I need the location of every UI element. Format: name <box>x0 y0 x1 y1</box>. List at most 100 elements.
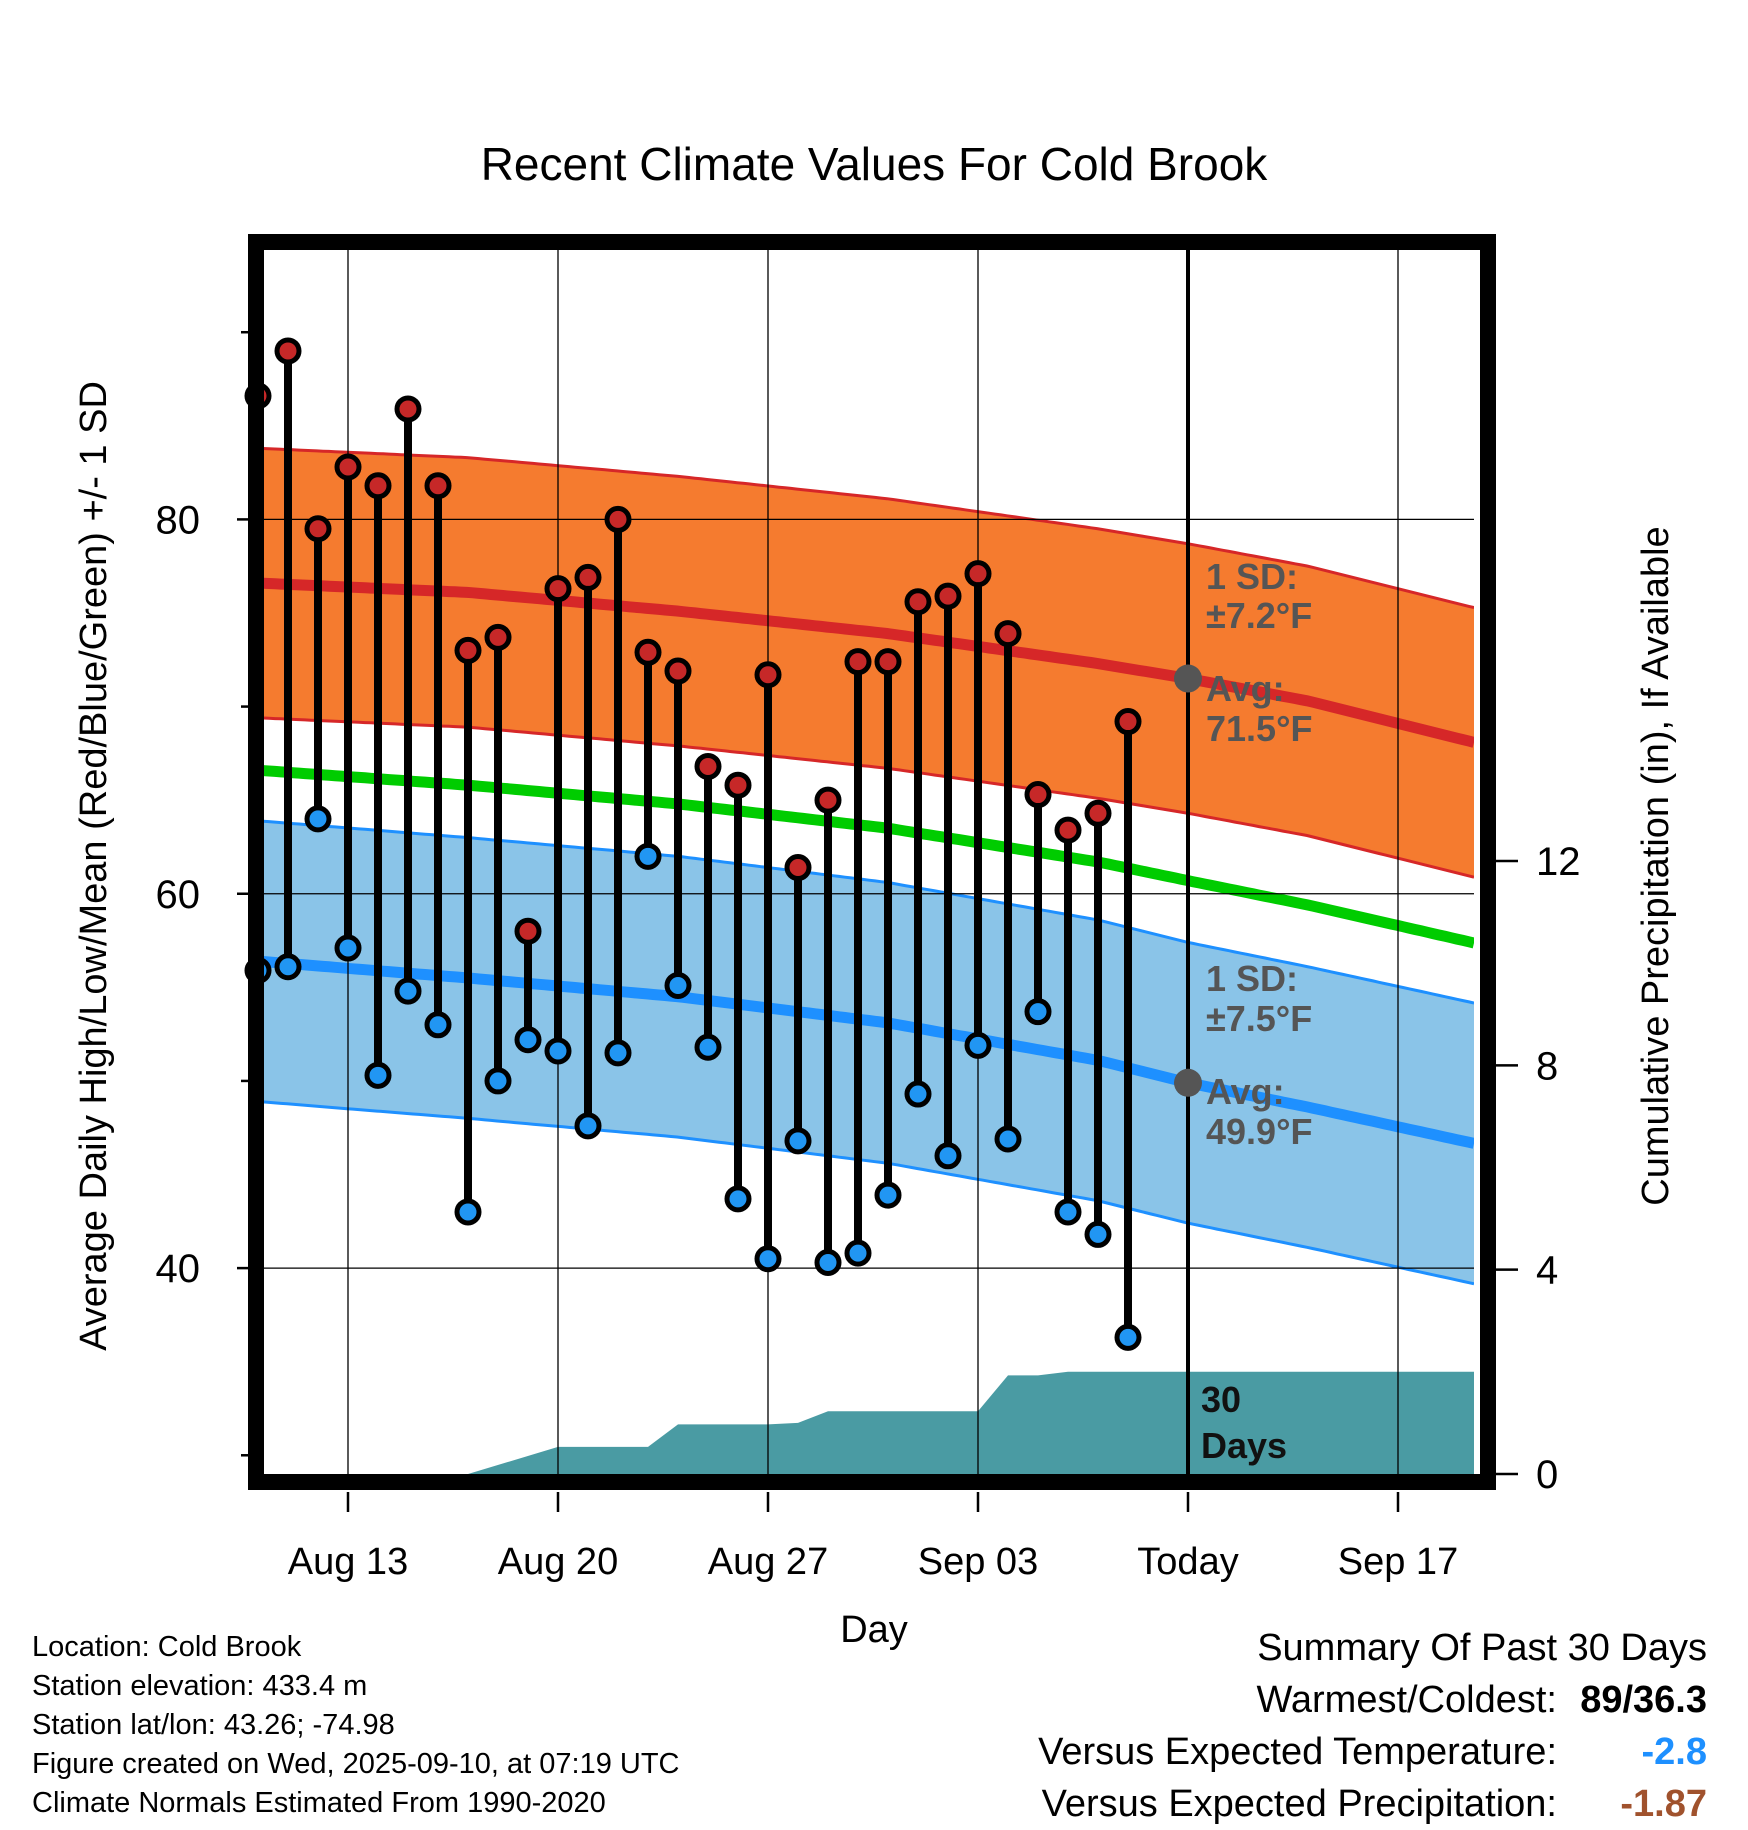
summary-warm-cold: Warmest/Coldest: 89/36.3 <box>1038 1674 1707 1726</box>
warm-cold-value: 89/36.3 <box>1580 1679 1707 1721</box>
daily-low-dot <box>334 934 362 962</box>
high-sd-upper-line <box>263 447 1474 610</box>
daily-high-dot <box>844 648 872 676</box>
daily-low-dot <box>514 1026 542 1054</box>
daily-low-dot <box>424 1011 452 1039</box>
daily-high-dot <box>784 854 812 882</box>
daily-high-dot <box>484 623 512 651</box>
daily-low-dot <box>874 1181 902 1209</box>
x-tick-label: Sep 03 <box>918 1541 1038 1583</box>
daily-high-dot <box>304 515 332 543</box>
window-label-unit: Days <box>1201 1425 1287 1466</box>
x-tick-label: Aug 13 <box>288 1541 408 1583</box>
y-left-tick-label: 80 <box>156 498 201 542</box>
high-avg-annotation-label: Avg: <box>1206 668 1285 709</box>
station-info: Location: Cold Brook Station elevation: … <box>32 1628 680 1823</box>
y-left-tick-label: 40 <box>156 1247 201 1291</box>
daily-low-dot <box>844 1239 872 1267</box>
daily-high-dot <box>454 636 482 664</box>
daily-high-dot <box>604 505 632 533</box>
precip-area <box>468 1371 1474 1474</box>
temp-label: Versus Expected Temperature: <box>1038 1731 1557 1773</box>
daily-high-dot <box>1084 799 1112 827</box>
summary-title: Summary Of Past 30 Days <box>1257 1627 1707 1669</box>
plot-frame <box>248 234 1496 1490</box>
daily-low-dot <box>304 805 332 833</box>
daily-low-dot <box>1024 998 1052 1026</box>
daily-high-dot <box>904 588 932 616</box>
daily-high-dot <box>934 582 962 610</box>
daily-high-dot <box>394 395 422 423</box>
daily-low-dot <box>484 1067 512 1095</box>
daily-high-dot <box>994 620 1022 648</box>
daily-high-dot <box>1054 816 1082 844</box>
daily-low-dot <box>394 977 422 1005</box>
daily-high-dot <box>364 472 392 500</box>
daily-high-dot <box>694 752 722 780</box>
y-right-tick-label: 12 <box>1536 840 1581 884</box>
created-text: Figure created on Wed, 2025-09-10, at 07… <box>32 1748 680 1780</box>
daily-low-dot <box>814 1248 842 1276</box>
daily-high-dot <box>574 563 602 591</box>
daily-high-dot <box>814 786 842 814</box>
elevation-text: Station elevation: 433.4 m <box>32 1670 368 1702</box>
chart-title: Recent Climate Values For Cold Brook <box>481 138 1269 190</box>
daily-low-dot <box>724 1185 752 1213</box>
warm-cold-label: Warmest/Coldest: <box>1256 1679 1557 1721</box>
normals-text: Climate Normals Estimated From 1990-2020 <box>32 1787 606 1819</box>
daily-low-dot <box>784 1127 812 1155</box>
daily-low-dot <box>904 1080 932 1108</box>
y-right-tick-label: 4 <box>1536 1249 1558 1293</box>
daily-low-dot <box>1114 1323 1142 1351</box>
daily-low-dot <box>574 1112 602 1140</box>
daily-low-dot <box>964 1031 992 1059</box>
low-sd-annotation-label: 1 SD: <box>1206 958 1298 999</box>
daily-low-dot <box>994 1125 1022 1153</box>
low-avg-annotation-label: Avg: <box>1206 1071 1285 1112</box>
low-sd-band <box>263 821 1474 1284</box>
daily-high-dot <box>1024 781 1052 809</box>
daily-low-dot <box>364 1061 392 1089</box>
y-right-tick-label: 0 <box>1536 1453 1558 1497</box>
high-sd-annotation-label: 1 SD: <box>1206 556 1298 597</box>
daily-low-dot <box>604 1039 632 1067</box>
daily-low-dot <box>1084 1220 1112 1248</box>
summary-precip: Versus Expected Precipitation: -1.87 <box>1038 1778 1707 1830</box>
daily-high-dot <box>514 917 542 945</box>
daily-high-dot <box>544 575 572 603</box>
latlon-text: Station lat/lon: 43.26; -74.98 <box>32 1709 395 1741</box>
x-axis-label: Day <box>840 1609 908 1651</box>
summary-temp: Versus Expected Temperature: -2.8 <box>1038 1726 1707 1778</box>
high-avg-annotation-value: 71.5°F <box>1206 708 1312 749</box>
daily-low-dot <box>1054 1198 1082 1226</box>
today-low-avg-marker <box>1174 1068 1202 1097</box>
x-tick-label: Today <box>1137 1541 1238 1583</box>
location-text: Location: Cold Brook <box>32 1631 302 1663</box>
y-left-tick-label: 60 <box>156 873 201 917</box>
daily-low-dot <box>274 953 302 981</box>
y-right-tick-label: 8 <box>1536 1044 1558 1088</box>
x-tick-label: Sep 17 <box>1338 1541 1458 1583</box>
daily-high-dot <box>424 472 452 500</box>
daily-low-dot <box>694 1033 722 1061</box>
temp-value: -2.8 <box>1641 1731 1707 1773</box>
daily-high-dot <box>964 560 992 588</box>
daily-high-dot <box>334 453 362 481</box>
daily-low-dot <box>634 842 662 870</box>
daily-low-dot <box>664 971 692 999</box>
y-axis-right-label: Cumulative Precipitation (in), If Availa… <box>1635 526 1677 1205</box>
daily-high-dot <box>754 661 782 689</box>
daily-low-dot <box>754 1245 782 1273</box>
daily-low-dot <box>544 1037 572 1065</box>
daily-high-dot <box>724 771 752 799</box>
daily-high-dot <box>1114 708 1142 736</box>
daily-high-dot <box>874 648 902 676</box>
daily-high-dot <box>664 657 692 685</box>
today-high-avg-marker <box>1174 664 1202 693</box>
daily-high-dot <box>274 337 302 365</box>
low-sd-annotation-value: ±7.5°F <box>1206 998 1312 1039</box>
summary-panel: Summary Of Past 30 Days Warmest/Coldest:… <box>1038 1622 1707 1830</box>
daily-high-dot <box>634 638 662 666</box>
x-tick-label: Aug 27 <box>708 1541 828 1583</box>
